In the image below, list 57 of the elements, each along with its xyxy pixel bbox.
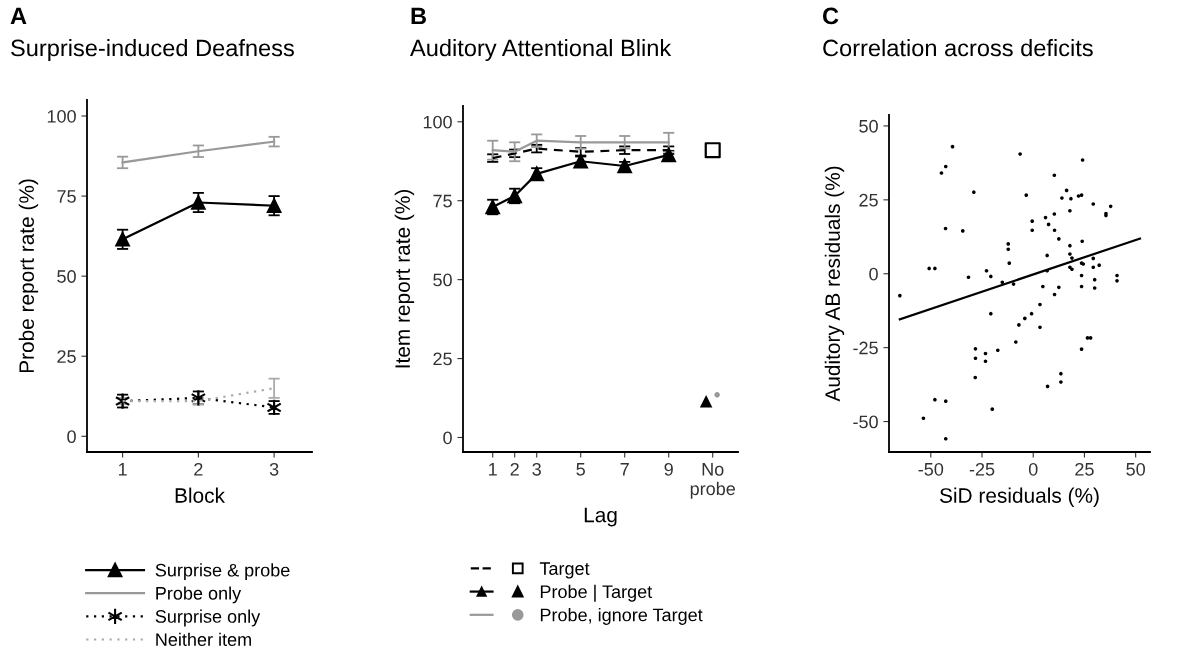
x-tick-label: 2: [194, 462, 203, 476]
chart-title: Surprise-induced Deafness: [11, 39, 294, 62]
x-tick-label: 9: [664, 462, 673, 476]
y-tick-label: 0: [67, 430, 76, 444]
x-tick-label: 7: [620, 463, 629, 476]
x-axis-title: Lag: [584, 507, 617, 527]
point: [699, 394, 713, 408]
y-axis-title: Probe report rate (%): [18, 179, 39, 373]
point: [573, 153, 588, 169]
text: C: [822, 7, 839, 25]
x-tick-label: 25: [1075, 462, 1094, 476]
x-tick-label: 3: [532, 462, 541, 476]
legend-label: Surprise only: [155, 609, 261, 627]
point: [115, 232, 130, 247]
point: [529, 166, 544, 182]
y-tick-label: 75: [57, 190, 76, 203]
x-tick-label: 1: [489, 463, 497, 476]
x-axis-title: SiD residuals (%): [939, 487, 1099, 507]
x-tick-label: No probe: [690, 463, 735, 499]
text: B: [411, 7, 426, 25]
x-tick-label: -50: [918, 462, 944, 476]
chart-title: Correlation across deficits: [823, 39, 1093, 57]
y-tick-label: 25: [57, 350, 76, 363]
legend-label: Target: [539, 562, 590, 579]
y-tick-label: 75: [433, 194, 452, 208]
legend-label: Neither item: [156, 632, 251, 646]
x-axis-title: Block: [175, 487, 225, 503]
legend-label: Probe, ignore Target: [540, 608, 703, 625]
y-tick-label: 25: [859, 193, 878, 207]
y-tick-label: 100: [423, 115, 452, 129]
y-tick-label: 100: [47, 109, 76, 123]
y-axis-title: Auditory AB residuals (%): [824, 166, 845, 402]
x-tick-label: 2: [510, 462, 519, 476]
x-tick-label: 0: [1028, 462, 1038, 476]
legend-label: Probe only: [156, 586, 242, 604]
y-tick-label: 0: [869, 267, 878, 281]
point: [704, 142, 721, 159]
y-tick-label: 0: [443, 431, 452, 445]
y-tick-label: 50: [433, 273, 452, 287]
point: [714, 392, 720, 398]
y-axis-title: Item report rate (%): [394, 189, 415, 368]
chart-title: Auditory Attentional Blink: [410, 39, 672, 62]
x-tick-label: 1: [118, 463, 127, 476]
y-tick-label: -50: [853, 415, 878, 429]
x-tick-label: -25: [969, 462, 995, 476]
x-tick-label: 5: [576, 463, 585, 476]
legend-label: Probe | Target: [540, 584, 653, 602]
y-tick-label: 25: [433, 352, 452, 366]
text: A: [10, 7, 27, 25]
legend-label: Surprise & probe: [155, 563, 290, 581]
x-tick-label: 3: [269, 462, 279, 476]
point: [191, 195, 206, 210]
y-tick-label: 50: [859, 119, 878, 133]
y-tick-label: 50: [57, 270, 76, 283]
point: [266, 198, 282, 213]
x-tick-label: 50: [1126, 462, 1145, 476]
y-tick-label: -25: [853, 341, 878, 355]
